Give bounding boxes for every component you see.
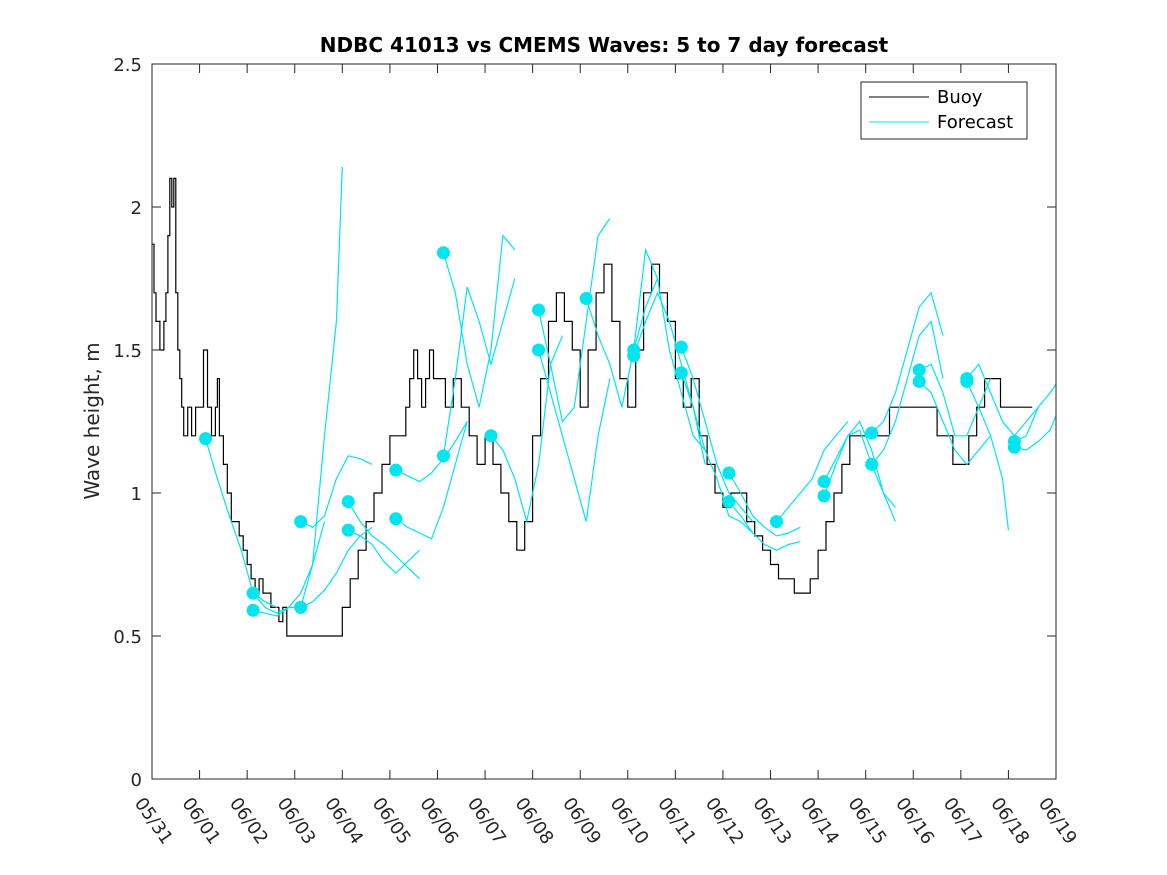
forecast-start-marker bbox=[912, 374, 926, 388]
forecast-series-line bbox=[204, 438, 278, 608]
forecast-start-marker bbox=[294, 515, 308, 529]
y-tick-label: 2 bbox=[131, 198, 142, 219]
forecast-series-line bbox=[633, 276, 706, 451]
plot-area-background bbox=[152, 64, 1056, 779]
forecast-series-line bbox=[538, 218, 611, 423]
forecast-start-marker bbox=[960, 374, 974, 388]
y-tick-label: 1.5 bbox=[113, 341, 142, 362]
forecast-series-line bbox=[1014, 383, 1057, 443]
legend-label-buoy: Buoy bbox=[937, 87, 983, 108]
forecast-series-line bbox=[680, 372, 754, 534]
forecast-start-marker bbox=[674, 366, 688, 380]
forecast-start-marker bbox=[246, 586, 260, 600]
forecast-start-marker bbox=[865, 426, 879, 440]
forecast-start-marker bbox=[199, 432, 213, 446]
forecast-series-line bbox=[395, 421, 468, 540]
forecast-series-line bbox=[728, 501, 801, 551]
forecast-start-marker bbox=[294, 600, 308, 614]
series-layer bbox=[152, 166, 1057, 637]
forecast-series-line bbox=[966, 381, 1009, 531]
legend-box bbox=[860, 81, 1028, 140]
forecast-series-line bbox=[348, 529, 421, 574]
forecast-series-line bbox=[585, 247, 659, 408]
forecast-start-marker bbox=[722, 495, 736, 509]
forecast-start-marker bbox=[436, 246, 450, 260]
forecast-series-line bbox=[442, 234, 516, 408]
forecast-series-line bbox=[442, 278, 516, 456]
y-tick-label: 0.5 bbox=[113, 627, 142, 648]
y-tick-label: 2.5 bbox=[113, 55, 142, 76]
forecast-start-marker bbox=[817, 475, 831, 489]
forecast-start-marker bbox=[769, 515, 783, 529]
forecast-series-line bbox=[966, 363, 1039, 437]
forecast-start-marker bbox=[341, 495, 355, 509]
forecast-start-marker bbox=[532, 343, 546, 357]
forecast-markers bbox=[199, 246, 1021, 617]
forecast-start-marker bbox=[722, 466, 736, 480]
y-tick-label: 1 bbox=[131, 484, 142, 505]
forecast-series-line bbox=[347, 501, 421, 580]
y-axis-label: Wave height, m bbox=[80, 342, 104, 499]
forecast-series-line bbox=[871, 320, 944, 465]
forecast-start-marker bbox=[389, 463, 403, 477]
forecast-series-line bbox=[680, 346, 754, 522]
y-tick-label: 0 bbox=[131, 770, 142, 791]
chart-title: NDBC 41013 vs CMEMS Waves: 5 to 7 day fo… bbox=[320, 33, 889, 57]
forecast-start-marker bbox=[865, 457, 879, 471]
forecast-series-line bbox=[728, 472, 801, 537]
forecast-start-marker bbox=[246, 603, 260, 617]
forecast-series-line bbox=[871, 291, 944, 434]
forecast-series-line bbox=[776, 421, 849, 522]
forecast-series-line bbox=[538, 349, 611, 522]
forecast-start-marker bbox=[579, 292, 593, 306]
forecast-start-marker bbox=[1007, 440, 1021, 454]
forecast-start-marker bbox=[817, 489, 831, 503]
forecast-start-marker bbox=[389, 512, 403, 526]
forecast-series-line bbox=[395, 421, 468, 483]
forecast-series-line bbox=[823, 429, 896, 508]
forecast-start-marker bbox=[484, 429, 498, 443]
plot-axes-box bbox=[151, 63, 1057, 780]
forecast-series-line bbox=[918, 381, 992, 466]
forecast-start-marker bbox=[532, 303, 546, 317]
y-axis: 0 0.5 1 1.5 2 2.5 bbox=[113, 55, 1056, 791]
forecast-series-line bbox=[300, 455, 373, 529]
forecast-start-marker bbox=[912, 363, 926, 377]
forecast-start-marker bbox=[627, 349, 641, 363]
legend-label-forecast: Forecast bbox=[937, 112, 1013, 133]
buoy-series-line bbox=[152, 177, 1033, 637]
forecast-start-marker bbox=[436, 449, 450, 463]
forecast-start-marker bbox=[674, 340, 688, 354]
legend: Buoy Forecast bbox=[860, 81, 1028, 140]
forecast-series-line bbox=[1014, 415, 1057, 451]
forecast-start-marker bbox=[341, 523, 355, 537]
